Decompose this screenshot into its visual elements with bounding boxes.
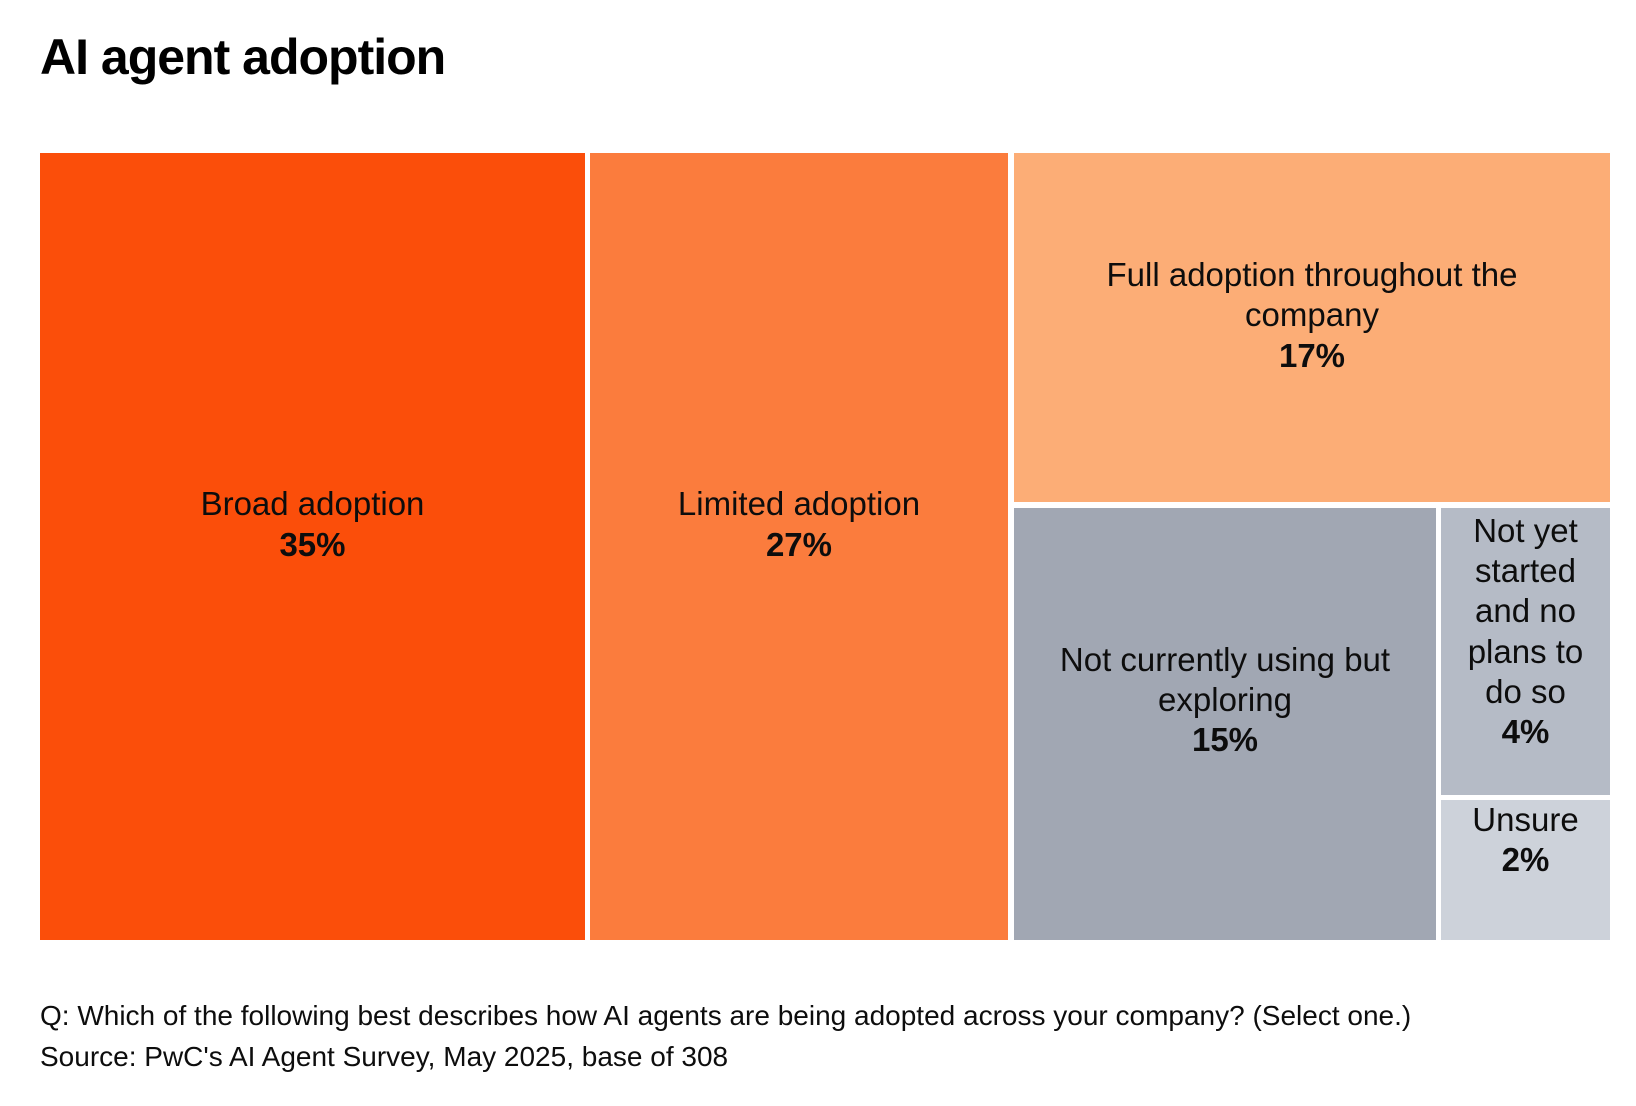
treemap-segment-broad-adoption: Broad adoption 35%	[40, 153, 585, 940]
segment-label-group: Broad adoption 35%	[201, 484, 425, 565]
treemap-segment-not-yet-started: Not yet started and no plans to do so 4%	[1441, 508, 1610, 795]
treemap-segment-not-using-exploring: Not currently using but exploring 15%	[1014, 508, 1436, 940]
segment-label-group: Full adoption throughout the company 17%	[1072, 255, 1552, 376]
segment-value: 27%	[765, 525, 833, 563]
segment-label-group: Limited adoption 27%	[678, 484, 920, 565]
segment-value: 35%	[279, 525, 346, 563]
segment-value: 2%	[1501, 841, 1550, 878]
segment-label-group: Unsure 2%	[1472, 800, 1578, 881]
treemap-chart: Broad adoption 35% Limited adoption 27% …	[40, 153, 1610, 940]
segment-label: Broad adoption	[200, 485, 425, 523]
segment-label: Not currently using but exploring	[1059, 640, 1391, 718]
treemap-segment-unsure: Unsure 2%	[1441, 800, 1610, 940]
question-text: Q: Which of the following best describes…	[40, 1000, 1412, 1031]
treemap-segment-limited-adoption: Limited adoption 27%	[590, 153, 1008, 940]
segment-value: 4%	[1501, 713, 1550, 750]
segment-value: 17%	[1278, 336, 1346, 374]
chart-footnotes: Q: Which of the following best describes…	[40, 996, 1411, 1077]
segment-label: Not yet started and no plans to do so	[1467, 511, 1584, 710]
segment-label-group: Not currently using but exploring 15%	[1029, 640, 1421, 761]
segment-label: Full adoption throughout the company	[1106, 256, 1518, 334]
treemap-segment-full-adoption: Full adoption throughout the company 17%	[1014, 153, 1610, 502]
segment-label: Limited adoption	[677, 485, 921, 523]
segment-label-group: Not yet started and no plans to do so 4%	[1451, 511, 1601, 753]
segment-label: Unsure	[1472, 800, 1579, 838]
page-title: AI agent adoption	[40, 29, 446, 85]
segment-value: 15%	[1191, 721, 1259, 759]
source-text: Source: PwC's AI Agent Survey, May 2025,…	[40, 1040, 729, 1072]
